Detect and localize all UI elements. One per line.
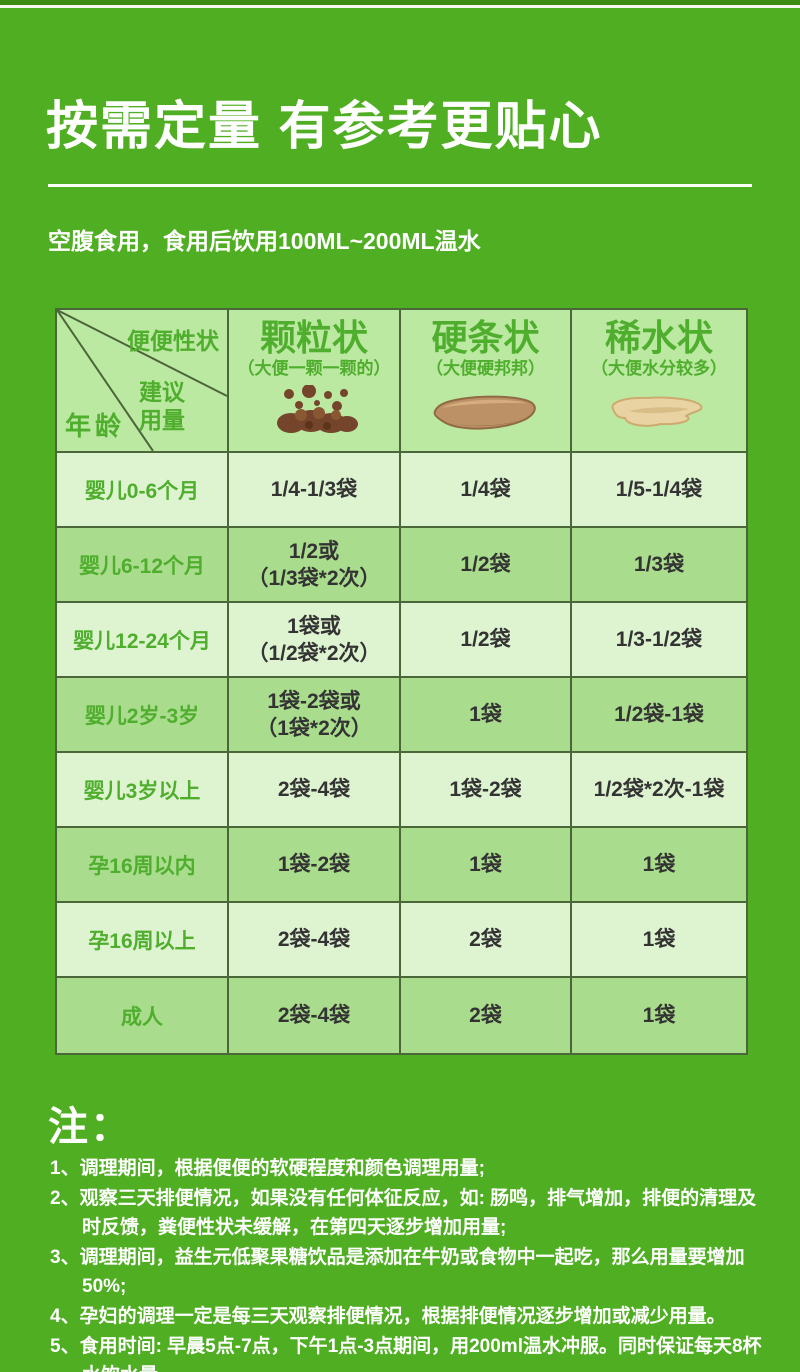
column-header-watery: 稀水状 （大便水分较多） [572,310,746,453]
dose-granular-cell: 1袋-2袋或 （1袋*2次） [229,678,401,753]
dose-granular-cell: 2袋-4袋 [229,903,401,978]
top-divider-strip [0,0,800,8]
dose-hard-cell: 1/2袋 [401,528,572,603]
notes-heading: 注： [48,1105,132,1149]
note-item-2: 2、观察三天排便情况，如果没有任何体征反应，如: 肠鸣，排气增加，排便的清理及时… [50,1188,757,1238]
dose-watery-cell: 1/3-1/2袋 [572,603,746,678]
dose-granular-cell: 1袋或 （1/2袋*2次） [229,603,401,678]
dose-hard-cell: 2袋 [401,978,572,1053]
column-title: 稀水状 [604,317,713,358]
dose-hard-cell: 1袋 [401,678,572,753]
usage-subtitle: 空腹食用，食用后饮用100ML~200ML温水 [48,228,481,254]
age-cell: 婴儿3岁以上 [57,753,229,828]
dose-watery-cell: 1/2袋*2次-1袋 [572,753,746,828]
dose-granular-cell: 1袋-2袋 [229,828,401,903]
dose-watery-cell: 1袋 [572,903,746,978]
age-cell: 孕16周以上 [57,903,229,978]
dose-watery-cell: 1/3袋 [572,528,746,603]
corner-label-suggested-dose: 建议 用量 [139,379,185,433]
dose-hard-cell: 1袋-2袋 [401,753,572,828]
dosage-table: 便便性状 建议 用量 年龄 颗粒状 （大便一颗一颗的） [55,308,748,1055]
dose-hard-cell: 1/4袋 [401,453,572,528]
dose-watery-cell: 1/5-1/4袋 [572,453,746,528]
dose-granular-cell: 2袋-4袋 [229,753,401,828]
column-description: （大便一颗一颗的） [237,359,391,378]
dose-watery-cell: 1/2袋-1袋 [572,678,746,753]
column-title: 颗粒状 [259,317,368,358]
age-cell: 婴儿2岁-3岁 [57,678,229,753]
corner-label-stool-type: 便便性状 [127,328,219,354]
note-item-5: 5、食用时间: 早晨5点-7点，下午1点-3点期间，用200ml温水冲服。同时保… [50,1336,762,1372]
dose-watery-cell: 1袋 [572,978,746,1053]
age-cell: 成人 [57,978,229,1053]
dose-watery-cell: 1袋 [572,828,746,903]
dose-granular-cell: 1/4-1/3袋 [229,453,401,528]
title-underline [48,184,752,187]
dose-hard-cell: 1袋 [401,828,572,903]
column-header-hard-strip: 硬条状 （大便硬邦邦） [401,310,572,453]
age-cell: 婴儿6-12个月 [57,528,229,603]
note-item-3: 3、调理期间，益生元低聚果糖饮品是添加在牛奶或食物中一起吃，那么用量要增加50%… [50,1247,745,1297]
column-header-granular: 颗粒状 （大便一颗一颗的） [229,310,401,453]
granular-stool-icon [259,384,369,436]
age-cell: 婴儿12-24个月 [57,603,229,678]
note-item-4: 4、孕妇的调理一定是每三天观察排便情况，根据排便情况逐步增加或减少用量。 [50,1306,726,1327]
dose-hard-cell: 2袋 [401,903,572,978]
column-description: （大便硬邦邦） [426,359,545,378]
table-corner-cell: 便便性状 建议 用量 年龄 [57,310,229,453]
note-item-1: 1、调理期间，根据便便的软硬程度和颜色调理用量; [50,1158,485,1179]
dose-hard-cell: 1/2袋 [401,603,572,678]
notes-list: 1、调理期间，根据便便的软硬程度和颜色调理用量; 2、观察三天排便情况，如果没有… [50,1154,766,1372]
age-cell: 孕16周以内 [57,828,229,903]
age-cell: 婴儿0-6个月 [57,453,229,528]
watery-stool-icon [599,384,719,436]
dose-granular-cell: 1/2或 （1/3袋*2次） [229,528,401,603]
hard-strip-stool-icon [426,384,546,436]
dose-granular-cell: 2袋-4袋 [229,978,401,1053]
column-title: 硬条状 [431,317,540,358]
corner-label-age: 年龄 [65,411,126,441]
column-description: （大便水分较多） [591,359,727,378]
page-title: 按需定量 有参考更贴心 [46,98,603,156]
corner-diagonal-lines [57,310,227,451]
